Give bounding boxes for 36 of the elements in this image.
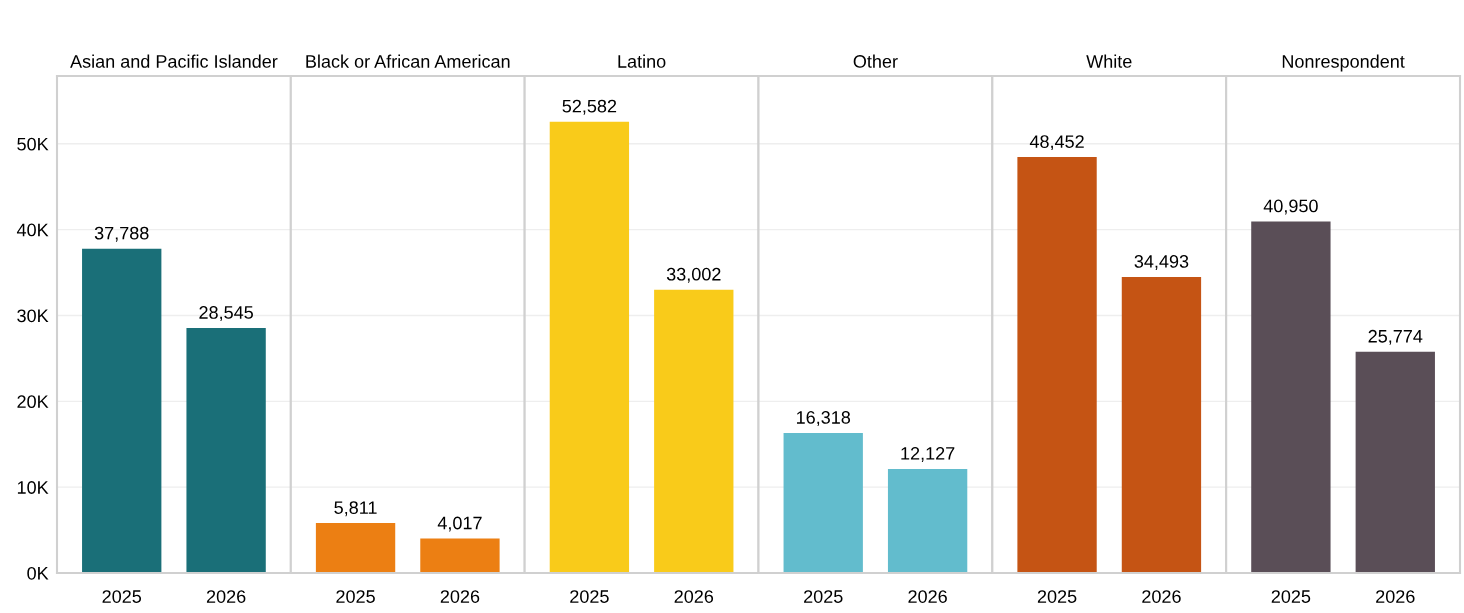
data-label: 5,811: [334, 501, 377, 517]
x-tick-label: 2026: [440, 590, 480, 603]
data-label: 48,452: [1029, 135, 1084, 151]
y-tick-label: 30K: [17, 309, 49, 323]
y-tick-label: 10K: [17, 481, 49, 494]
chart-title: Nonrespondent: [1282, 54, 1405, 72]
data-label: 25,774: [1368, 329, 1423, 345]
y-tick-label: 0K: [27, 566, 49, 580]
chart-title: White: [1086, 54, 1132, 68]
data-label: 37,788: [94, 226, 149, 242]
data-label: 40,950: [1263, 199, 1318, 215]
data-label: 33,002: [666, 267, 721, 283]
x-tick-label: 2026: [1376, 590, 1415, 603]
y-tick-label: 20K: [17, 395, 49, 409]
x-tick-label: 2026: [206, 590, 246, 603]
data-label: 16,318: [796, 411, 851, 426]
data-label: 28,545: [199, 306, 253, 321]
x-tick-label: 2025: [1271, 590, 1311, 603]
x-tick-label: 2026: [1142, 590, 1181, 603]
x-tick-label: 2025: [570, 590, 609, 603]
data-label: 34,493: [1134, 255, 1189, 270]
chart-title: Latino: [618, 54, 666, 68]
x-tick-label: 2025: [336, 590, 375, 603]
data-label: 52,582: [562, 99, 617, 115]
x-tick-label: 2025: [1037, 590, 1077, 603]
x-tick-label: 2026: [674, 590, 714, 603]
data-label: 12,127: [901, 446, 955, 462]
y-tick-label: 40K: [16, 223, 49, 237]
chart-title: Black or African American: [306, 54, 510, 68]
x-tick-label: 2026: [908, 590, 947, 603]
chart-title: Other: [853, 54, 898, 68]
x-tick-label: 2025: [804, 590, 843, 603]
x-tick-label: 2025: [102, 590, 142, 603]
y-tick-label: 50K: [17, 137, 49, 151]
chart-title: Asian and Pacific Islander: [70, 54, 278, 68]
data-label: 4,017: [437, 516, 482, 532]
